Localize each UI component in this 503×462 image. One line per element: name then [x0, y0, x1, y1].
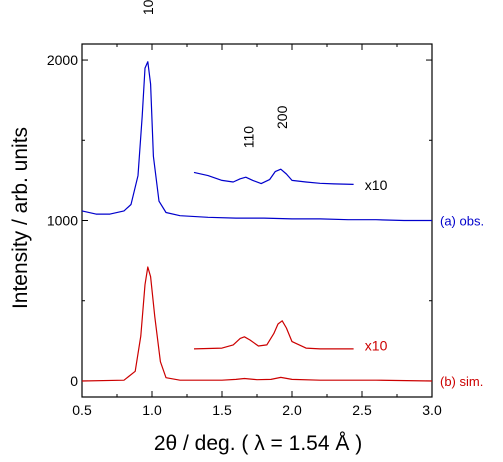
series-line-3: [193, 320, 354, 350]
x-tick-label: 1.0: [142, 402, 162, 418]
scale-label: x10: [365, 177, 388, 193]
x-axis-label: 2θ / deg. ( λ = 1.54 Å ): [154, 432, 362, 455]
x-tick-label: 1.5: [212, 402, 232, 418]
y-tick-label: 0: [70, 373, 78, 389]
peak-label: 200: [274, 105, 290, 129]
label-layer: 100 110 200 x10 x10 (a) obs. (b) sim.: [140, 0, 484, 389]
series-line-0: [81, 61, 432, 222]
series-layer: [81, 61, 433, 382]
x-tick-label: 3.0: [422, 402, 442, 418]
x-tick-label: 2.5: [352, 402, 372, 418]
y-axis-label: Intensity / arb. units: [9, 127, 32, 309]
scale-label: x10: [365, 338, 388, 354]
legend-entry: (a) obs.: [440, 214, 484, 229]
series-line-1: [193, 168, 354, 185]
axes-layer: 0.5 1.0 1.5 2.0 2.5 3.0 0 1000 2000: [47, 43, 442, 418]
legend-entry: (b) sim.: [440, 374, 483, 389]
peak-label: 110: [241, 126, 257, 149]
y-tick-label: 2000: [47, 52, 78, 68]
series-line-2: [81, 266, 433, 382]
y-tick-label: 1000: [47, 213, 78, 229]
peak-label: 100: [140, 0, 156, 15]
x-tick-label: 2.0: [282, 402, 302, 418]
x-tick-label: 0.5: [72, 402, 92, 418]
